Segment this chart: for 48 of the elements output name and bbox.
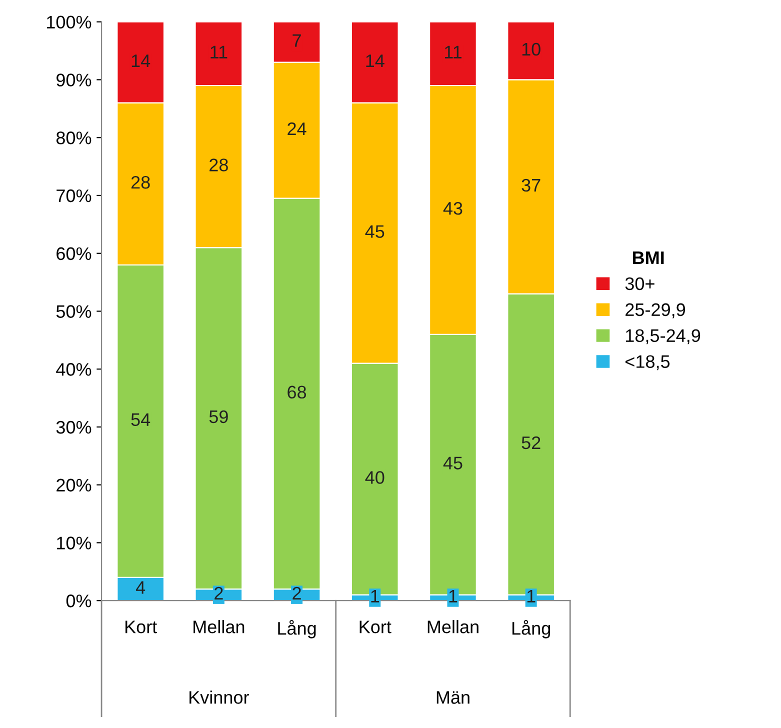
data-label: 45	[365, 225, 384, 238]
data-label: 28	[131, 176, 150, 189]
y-tick-label: 100%	[47, 16, 92, 29]
data-label: 37	[522, 178, 540, 192]
text: Kvinnor	[190, 690, 249, 704]
data-label: 10	[522, 42, 540, 56]
data-label: 1	[527, 590, 536, 602]
legend-label: <18,5	[626, 355, 670, 370]
x-tick-label: Kort	[126, 620, 158, 634]
data-label: 28	[210, 158, 228, 172]
data-label: 11	[210, 46, 228, 58]
legend-label: 30+	[625, 277, 654, 290]
data-label: 52	[522, 436, 540, 450]
data-label: 4	[136, 581, 146, 594]
data-label: 1	[449, 590, 458, 602]
data-label: 43	[443, 202, 462, 215]
y-tick-label: 0%	[66, 594, 92, 608]
y-tick-label: 20%	[56, 478, 92, 492]
data-label: 54	[131, 413, 150, 426]
data-label: 2	[214, 586, 223, 600]
data-label: 14	[366, 54, 384, 68]
y-tick-label: 30%	[56, 420, 92, 434]
data-label: 2	[292, 586, 301, 600]
data-label: 11	[444, 46, 462, 58]
legend-title: BMI	[633, 252, 664, 264]
text: Män	[436, 691, 470, 704]
x-tick-label: Lång	[512, 620, 550, 638]
x-tick-label: Mellan	[194, 620, 244, 634]
y-tick-label: 10%	[57, 536, 92, 550]
data-label: 40	[365, 471, 384, 484]
y-tick-label: 60%	[56, 247, 92, 260]
data-label: 24	[288, 122, 306, 136]
data-label: 59	[209, 410, 228, 424]
x-tick-label: Mellan	[428, 620, 478, 634]
y-tick-label: 70%	[56, 189, 92, 202]
data-label: 7	[292, 34, 301, 47]
x-tick-label: Kort	[360, 620, 392, 634]
legend-label: 25-29,9	[626, 303, 686, 318]
data-label: 68	[288, 386, 306, 399]
data-label: 1	[371, 590, 380, 602]
y-tick-label: 80%	[56, 132, 92, 144]
y-tick-label: 40%	[56, 363, 92, 376]
legend-label: 18,5-24,9	[626, 329, 700, 344]
y-tick-label: 90%	[56, 74, 92, 86]
y-tick-label: 50%	[56, 305, 92, 318]
data-label: 14	[132, 54, 150, 68]
x-tick-label: Lång	[278, 620, 316, 638]
data-label: 45	[443, 456, 462, 470]
